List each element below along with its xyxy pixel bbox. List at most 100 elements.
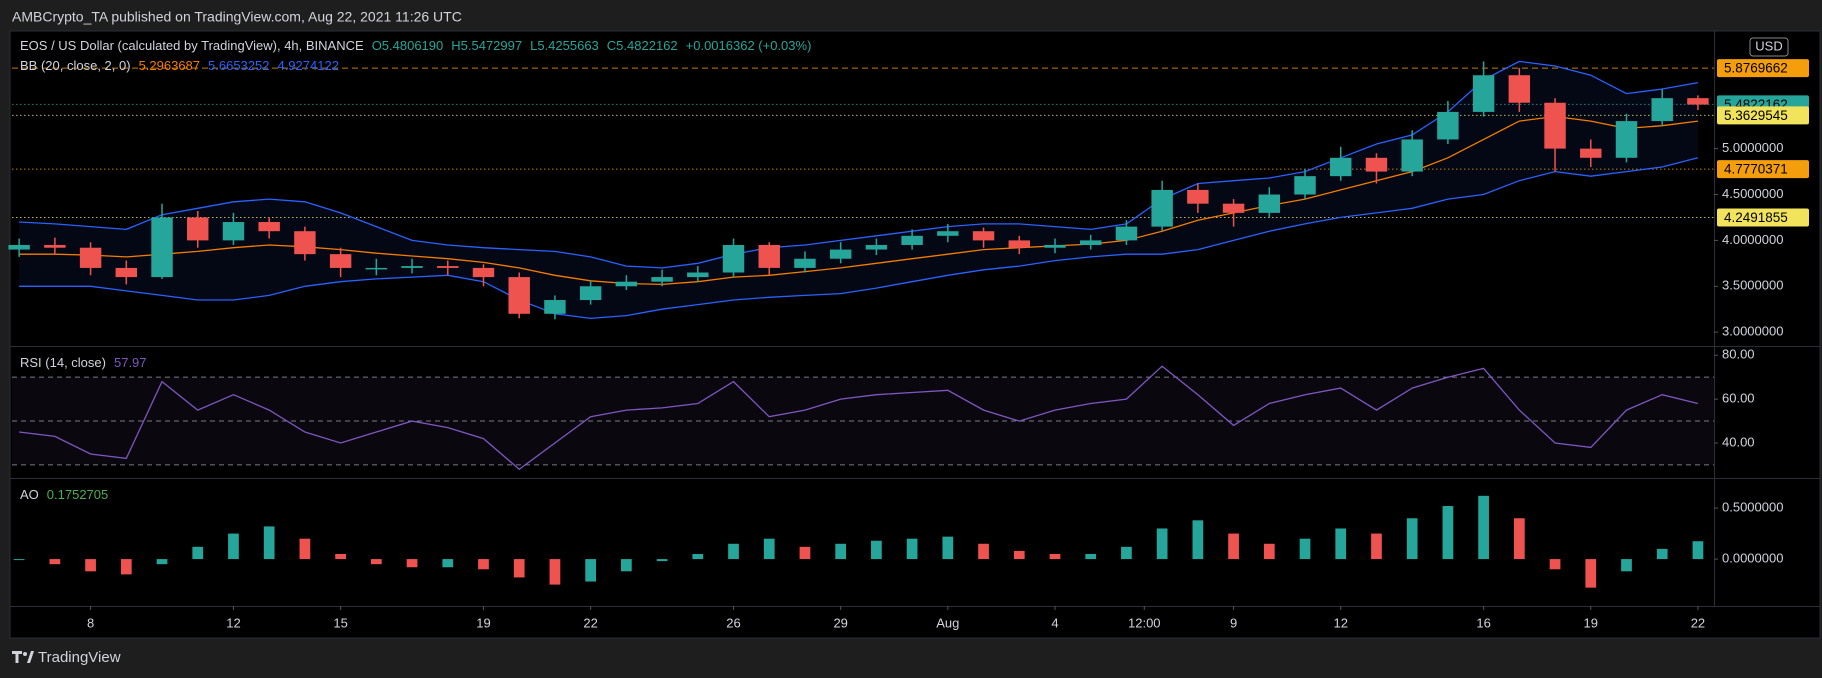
candle-body <box>794 258 816 268</box>
ao-bar <box>442 559 454 568</box>
candle-body <box>187 217 209 241</box>
x-tick-label: 22 <box>1691 615 1705 630</box>
candle-body <box>651 277 673 282</box>
ao-bar <box>978 543 989 560</box>
ao-bar <box>1156 528 1168 560</box>
ao-bar <box>692 553 704 560</box>
legend-item: EOS / US Dollar (calculated by TradingVi… <box>20 38 364 53</box>
ao-bar <box>406 559 418 568</box>
x-tick-label: 15 <box>333 615 347 630</box>
ao-bar <box>49 559 61 565</box>
candle-body <box>222 222 245 241</box>
candle-body <box>579 286 602 301</box>
candle-body <box>508 277 530 314</box>
candle-body <box>329 254 352 268</box>
candle-body <box>972 231 995 241</box>
x-tick-label: Aug <box>936 615 959 630</box>
y-tick-label: 3.0000000 <box>1722 324 1783 339</box>
candle-body <box>1008 240 1030 248</box>
ao-bar <box>1049 553 1061 560</box>
legend-item: BB (20, close, 2, 0) <box>20 58 131 73</box>
candle-body <box>1258 194 1281 213</box>
legend-item: 4.9274122 <box>277 58 338 73</box>
price-label-box <box>1717 208 1809 227</box>
ao-bar <box>835 543 847 560</box>
ao-bar <box>1085 553 1097 560</box>
ao-bar <box>299 538 311 560</box>
candle-body <box>937 231 959 236</box>
ao-bar <box>621 559 632 572</box>
x-tick-label: 8 <box>87 615 94 630</box>
ao-bar <box>478 559 489 570</box>
candle-body <box>829 249 852 259</box>
y-tick-label: 4.0000000 <box>1722 232 1783 247</box>
candle-body <box>1365 157 1388 172</box>
candle-body <box>1330 157 1352 177</box>
ao-bar <box>1513 518 1525 560</box>
legend-item: L5.4255663 <box>530 38 599 53</box>
ao-bar <box>370 559 382 565</box>
candle-body <box>1472 75 1495 112</box>
candle-body <box>1544 102 1566 149</box>
bb-fill <box>19 61 1698 319</box>
x-tick-label: 22 <box>583 615 597 630</box>
candle-body <box>1615 121 1638 158</box>
ao-bar <box>335 553 346 560</box>
candle-body <box>115 267 138 278</box>
x-tick-label: 12:00 <box>1128 615 1161 630</box>
ao-bar <box>1192 520 1204 560</box>
brand-logo <box>12 651 34 663</box>
x-tick-label: 19 <box>1584 615 1598 630</box>
price-label-box <box>1717 106 1809 125</box>
candle-body <box>79 247 102 268</box>
ao-bar <box>728 543 739 560</box>
price-label: 4.2491855 <box>1724 210 1788 225</box>
x-tick-label: 9 <box>1230 615 1237 630</box>
candle-body <box>722 244 745 273</box>
x-tick-label: 16 <box>1476 615 1490 630</box>
ao-bar <box>1228 533 1239 560</box>
candle-body <box>615 281 638 287</box>
candle-body <box>901 235 923 245</box>
x-tick-label: 12 <box>1334 615 1348 630</box>
y-tick-label: 4.5000000 <box>1722 186 1783 201</box>
candle-body <box>1222 203 1245 213</box>
y-tick-label: 5.0000000 <box>1722 140 1783 155</box>
candle-body <box>151 217 173 278</box>
candle-body <box>8 244 30 250</box>
x-tick-label: 12 <box>226 615 240 630</box>
rsi-line <box>19 365 1699 471</box>
candle-body <box>1294 176 1316 195</box>
candle-body <box>1151 189 1173 227</box>
ao-bar <box>1621 559 1632 572</box>
price-label: 5.3629545 <box>1724 108 1788 123</box>
candle-body <box>1079 240 1102 245</box>
legend-value: 0.1752705 <box>47 487 108 502</box>
indicator-legend: BB (20, close, 2, 0) 5.2963687 5.6653252 4.… <box>20 58 339 73</box>
ao-bar <box>799 546 811 560</box>
bb-lower <box>19 157 1699 320</box>
y-tick-label: 3.5000000 <box>1722 278 1783 293</box>
ao-bar <box>906 538 918 560</box>
brand-name: TradingView <box>38 649 121 666</box>
ao-bar <box>1585 559 1597 588</box>
currency: USD <box>1755 38 1782 53</box>
candle-body <box>472 267 495 278</box>
ao-bar <box>1263 543 1275 560</box>
ao-bar <box>871 540 882 560</box>
candle-body <box>437 266 459 268</box>
legend-item: AO <box>20 487 39 502</box>
ao-bar <box>1335 528 1347 560</box>
legend-item: 5.2963687 <box>139 58 200 73</box>
ao-bar <box>1692 541 1704 560</box>
logo-bar <box>12 651 22 663</box>
candle-body <box>1115 226 1138 241</box>
ao-bar <box>1121 546 1132 560</box>
rsi-legend: RSI (14, close) 57.97 <box>20 355 147 370</box>
candle-body <box>1687 98 1709 105</box>
x-tick-label: 29 <box>833 615 847 630</box>
price-label: 5.8769662 <box>1724 61 1788 76</box>
y-tick-label: 60.00 <box>1722 391 1755 406</box>
